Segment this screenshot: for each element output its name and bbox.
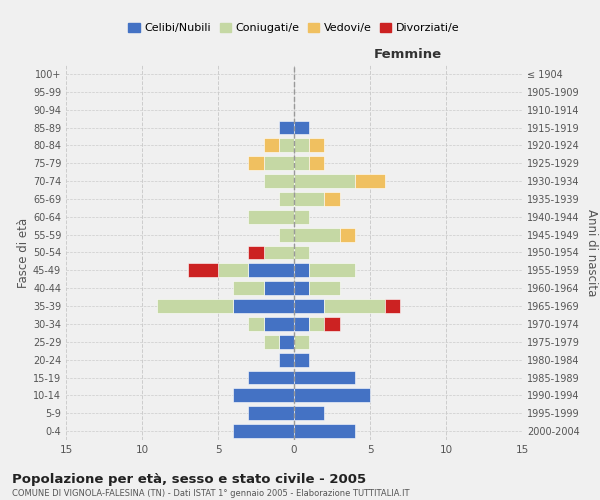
Bar (309, 317, 325, 331)
Bar (309, 264, 355, 278)
Bar (233, 424, 294, 438)
Bar (309, 281, 340, 295)
Bar (294, 281, 309, 295)
Bar (309, 138, 325, 152)
Bar (385, 299, 400, 313)
Bar (263, 156, 294, 170)
Bar (233, 388, 294, 402)
Bar (248, 406, 294, 420)
Bar (309, 156, 325, 170)
Bar (294, 370, 355, 384)
Bar (325, 192, 340, 206)
Bar (294, 424, 355, 438)
Bar (294, 388, 370, 402)
Bar (294, 228, 340, 241)
Bar (294, 192, 325, 206)
Bar (157, 299, 233, 313)
Bar (248, 317, 263, 331)
Text: Popolazione per età, sesso e stato civile - 2005: Popolazione per età, sesso e stato civil… (12, 472, 366, 486)
Bar (248, 246, 263, 260)
Bar (294, 352, 309, 366)
Bar (325, 317, 340, 331)
Bar (294, 335, 309, 349)
Bar (294, 156, 309, 170)
Bar (325, 299, 385, 313)
Y-axis label: Fasce di età: Fasce di età (17, 218, 30, 288)
Text: COMUNE DI VIGNOLA-FALESINA (TN) - Dati ISTAT 1° gennaio 2005 - Elaborazione TUTT: COMUNE DI VIGNOLA-FALESINA (TN) - Dati I… (12, 489, 409, 498)
Bar (294, 246, 309, 260)
Bar (279, 120, 294, 134)
Bar (233, 281, 263, 295)
Bar (248, 264, 294, 278)
Bar (355, 174, 385, 188)
Y-axis label: Anni di nascita: Anni di nascita (585, 209, 598, 296)
Bar (340, 228, 355, 241)
Bar (279, 192, 294, 206)
Bar (263, 281, 294, 295)
Bar (248, 156, 263, 170)
Bar (248, 370, 294, 384)
Bar (279, 335, 294, 349)
Bar (294, 406, 325, 420)
Bar (218, 264, 248, 278)
Bar (233, 299, 294, 313)
Bar (294, 174, 355, 188)
Bar (263, 174, 294, 188)
Bar (279, 138, 294, 152)
Bar (294, 138, 309, 152)
Bar (188, 264, 218, 278)
Bar (279, 228, 294, 241)
Bar (294, 299, 325, 313)
Text: Femmine: Femmine (374, 48, 442, 61)
Bar (263, 317, 294, 331)
Bar (294, 120, 309, 134)
Legend: Celibi/Nubili, Coniugati/e, Vedovi/e, Divorziati/e: Celibi/Nubili, Coniugati/e, Vedovi/e, Di… (124, 18, 464, 38)
Bar (263, 138, 279, 152)
Bar (263, 335, 279, 349)
Bar (263, 246, 294, 260)
Bar (294, 317, 309, 331)
Bar (294, 264, 309, 278)
Bar (248, 210, 294, 224)
Bar (294, 210, 309, 224)
Bar (279, 352, 294, 366)
